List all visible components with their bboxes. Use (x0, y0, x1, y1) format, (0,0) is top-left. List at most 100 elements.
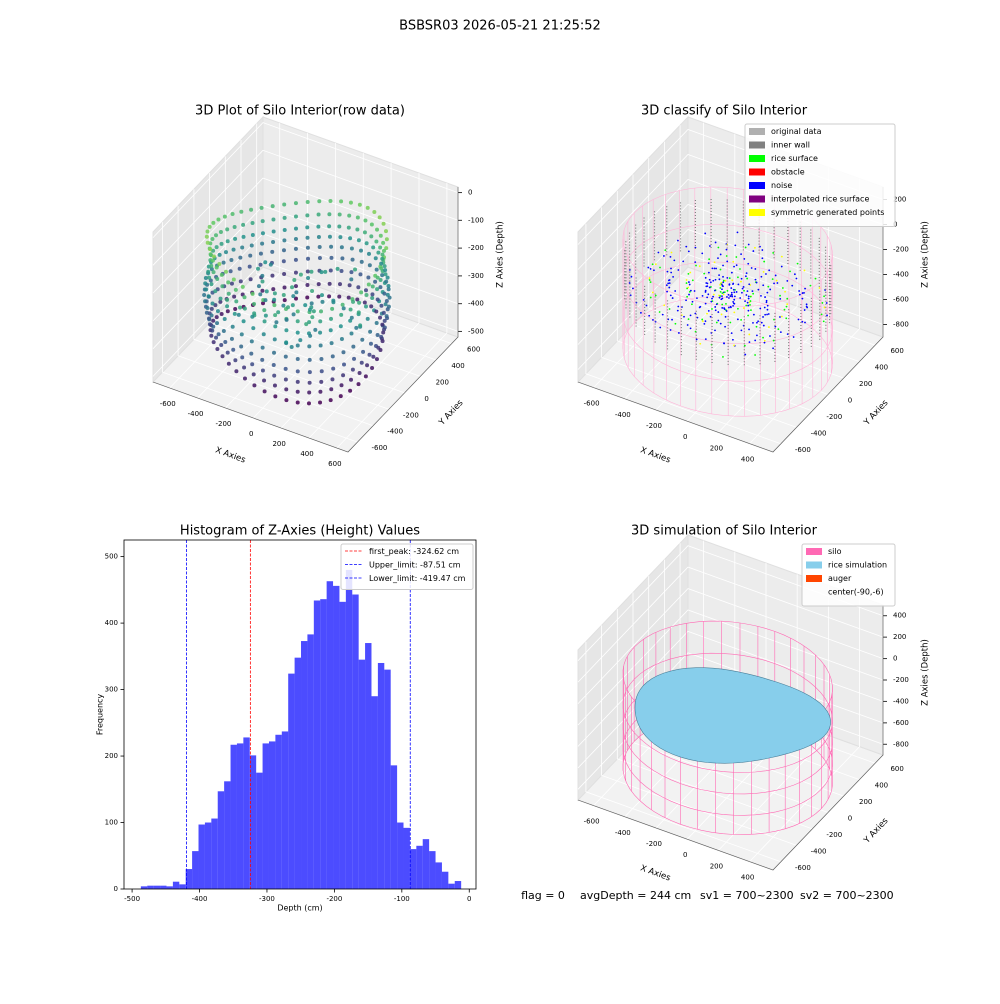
point-cloud-dot (202, 293, 207, 298)
point-cloud-dot (350, 367, 355, 372)
bar (256, 772, 263, 889)
point-cloud-dot (668, 282, 671, 285)
point-cloud-dot (216, 217, 221, 222)
point-cloud-dot (214, 233, 219, 238)
legend-box (340, 543, 474, 590)
point-cloud-dot (223, 250, 228, 255)
point-cloud-dot (316, 294, 321, 299)
point-cloud-dot (752, 250, 755, 252)
point-cloud-dot (704, 232, 707, 235)
point-cloud-dot (284, 328, 289, 333)
point-cloud-dot (295, 379, 300, 384)
point-cloud-dot (735, 256, 738, 258)
point-cloud-dot (755, 281, 758, 284)
point-cloud-dot (271, 287, 276, 292)
point-cloud-dot (346, 225, 351, 230)
point-cloud-dot (328, 398, 333, 403)
grid-line (152, 260, 459, 377)
point-cloud-dot (795, 277, 798, 280)
point-cloud-dot (685, 282, 688, 284)
point-cloud-dot (746, 277, 749, 280)
point-cloud-dot (284, 317, 289, 322)
point-cloud-dot (682, 260, 685, 263)
point-cloud-dot (283, 366, 288, 371)
point-cloud-dot (380, 252, 385, 257)
point-cloud-dot (789, 270, 791, 273)
point-cloud-dot (307, 344, 312, 349)
point-cloud-dot (676, 309, 679, 312)
status-avg-depth: avgDepth = 244 cm (580, 889, 691, 902)
point-cloud-dot (311, 309, 316, 314)
point-cloud-dot (730, 332, 733, 335)
point-cloud-dot (666, 270, 669, 273)
point-cloud-dot (216, 332, 221, 337)
point-cloud-dot (209, 263, 214, 268)
point-cloud-dot (329, 255, 334, 260)
point-cloud-dot (209, 282, 214, 287)
point-cloud-dot (293, 296, 298, 301)
legend-swatch (749, 155, 765, 162)
point-cloud-dot (804, 321, 806, 324)
point-cloud-dot (722, 356, 724, 358)
z-tick-label: -100 (468, 216, 484, 224)
point-cloud-dot (281, 248, 286, 253)
status-sv1: sv1 = 700~2300 (700, 889, 794, 902)
point-cloud-dot (685, 245, 688, 248)
point-cloud-dot (340, 302, 345, 307)
point-cloud-dot (375, 275, 380, 280)
point-cloud-dot (710, 300, 713, 303)
x-tick-label: -600 (584, 818, 600, 826)
point-cloud-dot (305, 225, 310, 230)
x-axis-label: X Axies (639, 863, 672, 883)
point-cloud-dot (642, 299, 645, 301)
bar (441, 871, 449, 889)
point-cloud-dot (249, 339, 254, 344)
point-cloud-dot (378, 245, 383, 250)
point-cloud-dot (804, 287, 806, 290)
axis-line (152, 187, 459, 453)
point-cloud-dot (309, 301, 314, 306)
point-cloud-dot (693, 290, 696, 292)
point-cloud-dot (651, 263, 654, 266)
point-cloud-dot (319, 369, 324, 374)
point-cloud-dot (295, 400, 300, 405)
point-cloud-dot (708, 245, 711, 247)
point-cloud-dot (306, 256, 311, 261)
x-tick-label: -300 (259, 895, 275, 903)
point-cloud-dot (218, 296, 223, 301)
point-cloud-dot (645, 304, 648, 307)
point-cloud-dot (763, 260, 766, 263)
point-cloud-dot (728, 277, 731, 280)
point-cloud-dot (630, 275, 633, 278)
point-cloud-dot (239, 332, 244, 337)
point-cloud-dot (238, 279, 243, 284)
point-cloud-dot (241, 234, 246, 239)
point-cloud-dot (781, 287, 784, 289)
point-cloud-dot (378, 348, 383, 353)
point-cloud-dot (363, 218, 368, 223)
point-cloud-dot (295, 330, 300, 335)
point-cloud-dot (726, 277, 729, 279)
point-cloud-dot (210, 328, 215, 333)
point-cloud-dot (673, 259, 676, 262)
point-cloud-dot (783, 308, 786, 311)
y-tick-label: 400 (451, 362, 464, 370)
point-cloud-dot (348, 236, 353, 241)
point-cloud-dot (232, 294, 237, 299)
point-cloud-dot (715, 321, 718, 324)
point-cloud-dot (382, 327, 387, 332)
point-cloud-dot (282, 272, 287, 277)
point-cloud-dot (208, 252, 213, 257)
z-tick-label: -200 (893, 246, 909, 254)
bar (204, 822, 212, 889)
chart-title: 3D classify of Silo Interior (641, 104, 808, 119)
point-cloud-dot (722, 279, 725, 282)
point-cloud-dot (204, 310, 209, 315)
point-cloud-dot (826, 314, 828, 317)
point-cloud-dot (281, 293, 286, 298)
legend-label: symmetric generated points (771, 208, 884, 217)
point-cloud-dot (236, 312, 241, 317)
point-cloud-dot (383, 268, 388, 273)
point-cloud-dot (718, 274, 720, 277)
point-cloud-dot (241, 222, 246, 227)
